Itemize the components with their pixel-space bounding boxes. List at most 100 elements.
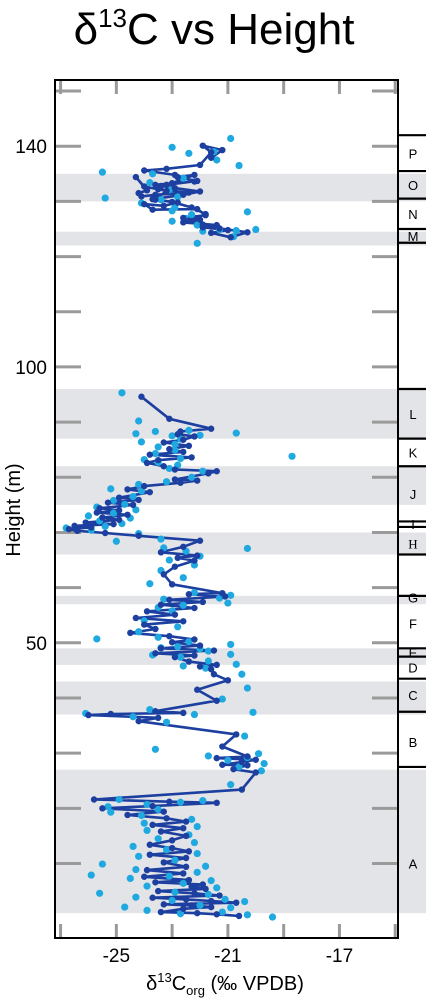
line-point [196,663,204,670]
line-point [230,765,237,773]
zone-label-l: L [409,407,416,422]
scatter-point [193,822,201,831]
line-point [191,557,198,564]
line-point [182,896,190,903]
scatter-point [98,168,107,176]
line-point [216,892,223,899]
line-point [174,554,181,562]
scatter-point [252,225,260,234]
line-point [194,552,201,559]
gray-band [55,648,426,665]
line-point [194,686,201,693]
line-point [157,549,165,556]
line-point [185,217,193,224]
gray-band [55,231,426,246]
scatter-point [193,221,201,229]
scatter-point [215,594,224,602]
line-point [207,903,215,911]
line-point [157,828,165,835]
line-point [182,863,190,871]
scatter-point [188,815,196,823]
scatter-point [143,826,151,835]
y-axis-label: Height (m) [3,463,25,556]
scatter-point [140,819,148,827]
line-point [180,709,187,717]
scatter-point [179,601,187,609]
line-point [219,761,226,768]
scatter-point [268,913,277,921]
scatter-point [171,440,179,448]
tick-labels: 50 100 140 -25 -21 -17 [15,137,353,967]
scatter-point [174,623,182,631]
line-point [219,743,226,750]
scatter-point [135,628,143,636]
line-point [180,543,187,550]
line-point [196,161,204,169]
line-point [182,818,190,825]
line-point [65,525,73,533]
scatter-point [190,710,199,719]
scatter-point [165,464,173,473]
scatter-point [243,208,252,216]
scatter-point [238,670,246,678]
scatter-point [232,227,240,235]
line-point [152,650,159,657]
scatter-point [107,808,115,816]
line-point [188,883,195,890]
line-point [180,824,187,832]
scatter-point [154,835,162,843]
scatter-point [260,760,268,768]
scatter-point [176,798,185,806]
line-point [252,756,259,763]
plot-frame [54,79,399,939]
line-point [154,714,162,722]
line-point [191,604,198,612]
line-point [177,428,184,435]
scatter-point [199,797,207,805]
gray-band [55,532,426,555]
line-point [185,189,193,196]
line-point [171,476,179,483]
scatter-point [185,426,193,434]
line-point [224,226,232,234]
scatter-point [201,664,210,672]
zone-label-n: N [408,207,417,222]
zone-label-g: G [408,591,418,606]
scatter-point [257,767,265,775]
line-point [199,881,206,888]
scatter-point [104,803,112,811]
scatter-point [168,896,176,905]
line-point [149,821,156,829]
line-point [141,167,148,174]
line-point [191,890,198,897]
scatter-point [176,910,185,918]
line-point [191,171,198,179]
line-point [213,754,220,762]
line-point [196,642,204,649]
line-point [233,899,240,906]
line-point [252,769,259,776]
line-point [163,815,170,822]
line-point [199,598,206,606]
line-point [188,204,195,211]
chart-title: δ13C vs Height [74,3,355,54]
line-point [207,897,215,905]
scatter-point [196,431,204,439]
scatter-point [101,194,109,202]
line-point [227,234,234,241]
line-point [135,496,142,504]
scatter-point [179,662,187,670]
scatter-point [176,454,185,463]
scatter-point [227,650,235,658]
scatter-point [179,879,187,887]
scatter-point [227,640,235,649]
line-point [177,479,184,486]
scatter-point [132,893,140,901]
line-point [143,459,151,467]
scatter-point [118,389,126,397]
scatter-point [168,207,176,215]
scatter-point [115,795,123,804]
line-point [244,762,251,769]
line-point [124,811,131,819]
